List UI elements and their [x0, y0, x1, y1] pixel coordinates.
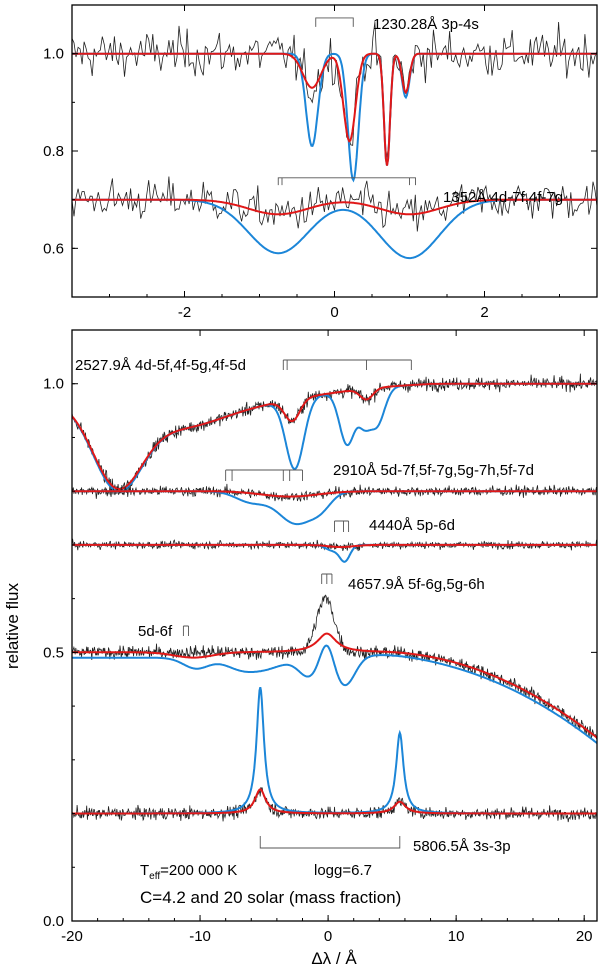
- bottom-panel-ticks: -20 -10 0 10 20 0.0 0.5 1.0: [43, 329, 597, 945]
- top-panel-curves: [72, 17, 597, 260]
- observed-spectrum-4: [72, 787, 597, 823]
- y-axis-label: relative flux: [3, 583, 22, 669]
- bracket-5806: [259, 836, 401, 849]
- top-ytick-label-0: 0.6: [43, 240, 64, 257]
- teff-value: =200 000 K: [160, 862, 237, 879]
- bottom-panel-curves: [72, 359, 597, 849]
- bottom-panel: -20 -10 0 10 20 0.0 0.5 1.0 2527.9Å 4d-5f,4f-5g…: [3, 329, 598, 968]
- bottom-ytick-label-0: 0.0: [43, 913, 64, 930]
- bottom-xtick-label-2: 0: [324, 928, 332, 945]
- top-panel: -2 0 2 0.6 0.8 1.0 1230.28Å 3p-4s 1352Å 4d-7f…: [43, 4, 598, 321]
- bracket-5d6f: [182, 625, 189, 636]
- label-1230: 1230.28Å 3p-4s: [373, 16, 479, 33]
- observed-spectrum-0: [72, 373, 597, 494]
- model-blue-3: [72, 644, 597, 744]
- model-blue-1: [72, 490, 597, 526]
- observed-spectrum-2: [72, 538, 597, 552]
- top-xtick-label-0: -2: [178, 304, 191, 321]
- model-red-1: [72, 490, 597, 498]
- bracket-1230: [315, 17, 354, 27]
- teff-sub: eff: [149, 871, 160, 882]
- label-4657: 4657.9Å 5f-6g,5g-6h: [348, 576, 485, 593]
- label-2527: 2527.9Å 4d-5f,4f-5g,4f-5d: [75, 357, 246, 374]
- bracket-1352: [277, 177, 416, 186]
- model-red-2: [72, 543, 597, 549]
- model-blue-4: [72, 686, 597, 815]
- label-5d6f: 5d-6f: [138, 623, 173, 640]
- bottom-xtick-label-1: -10: [189, 928, 211, 945]
- bottom-xtick-label-3: 10: [448, 928, 465, 945]
- label-4440: 4440Å 5p-6d: [369, 517, 455, 534]
- top-panel-frame: [71, 4, 598, 298]
- logg-label: logg=6.7: [314, 862, 372, 879]
- abundance-label: C=4.2 and 20 solar (mass fraction): [140, 888, 401, 907]
- bottom-ytick-label-2: 1.0: [43, 376, 64, 393]
- top-clipped-group: [72, 21, 597, 260]
- model-red-3: [72, 632, 597, 739]
- top-panel-ticks: -2 0 2 0.6 0.8 1.0: [43, 4, 598, 321]
- bracket-4440: [334, 520, 350, 532]
- top-xtick-label-1: 0: [330, 304, 338, 321]
- label-1352: 1352Å 4d-7f,4f-7g: [443, 189, 563, 206]
- top-ytick-label-1: 0.8: [43, 143, 64, 160]
- bottom-xtick-label-0: -20: [61, 928, 83, 945]
- teff-prefix: T: [140, 862, 149, 879]
- label-5806: 5806.5Å 3s-3p: [413, 838, 511, 855]
- model-blue-top-0: [72, 52, 597, 183]
- top-ytick-label-2: 1.0: [43, 46, 64, 63]
- bracket-2527: [282, 359, 412, 370]
- bracket-2910: [225, 469, 303, 481]
- model-red-top-0: [72, 52, 597, 166]
- bottom-ytick-label-1: 0.5: [43, 644, 64, 661]
- model-red-0: [72, 382, 597, 491]
- bottom-panel-frame: [71, 329, 598, 922]
- teff-label: Teff=200 000 K: [140, 862, 237, 882]
- label-2910: 2910Å 5d-7f,5f-7g,5g-7h,5f-7d: [333, 462, 534, 479]
- model-red-top-1: [72, 198, 597, 216]
- observed-spectrum-top-0: [72, 21, 597, 158]
- bottom-clipped-group: [72, 373, 597, 823]
- model-red-4: [72, 788, 597, 815]
- bottom-xtick-label-4: 20: [576, 928, 593, 945]
- top-xtick-label-2: 2: [480, 304, 488, 321]
- bracket-4657: [321, 573, 333, 584]
- x-axis-label: Δλ / Å: [311, 949, 357, 968]
